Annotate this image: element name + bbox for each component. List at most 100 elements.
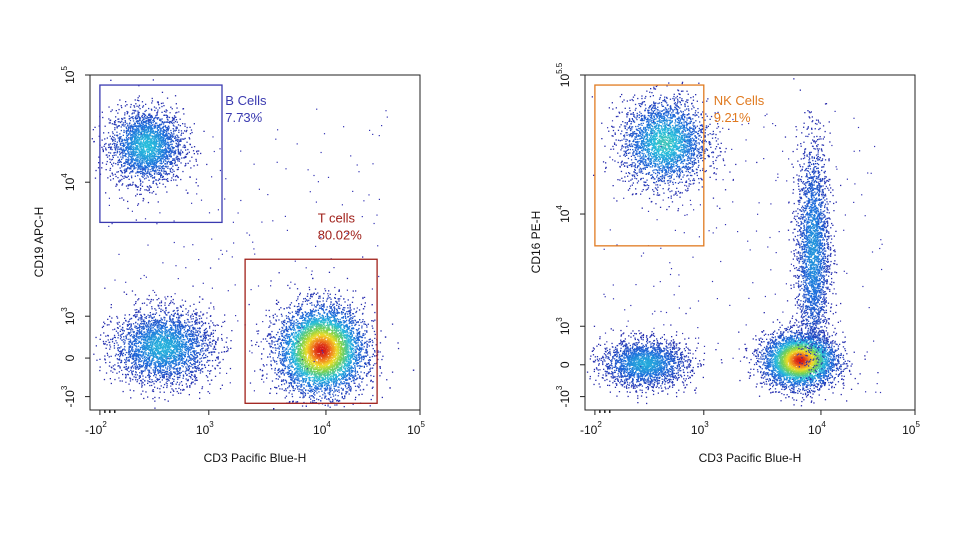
scatter-point: [143, 125, 145, 127]
scatter-point: [159, 148, 161, 150]
scatter-point: [162, 127, 164, 129]
scatter-point: [178, 139, 180, 141]
scatter-point: [162, 132, 164, 134]
scatter-point: [136, 170, 139, 172]
scatter-point: [136, 160, 139, 162]
scatter-point: [164, 144, 166, 147]
scatter-point: [313, 397, 315, 399]
scatter-point: [141, 122, 143, 124]
scatter-point: [117, 164, 119, 166]
scatter-point: [139, 179, 142, 181]
scatter-point: [168, 116, 171, 119]
scatter-point: [169, 154, 171, 156]
scatter-point: [175, 119, 178, 121]
scatter-point: [156, 101, 159, 103]
scatter-point: [146, 148, 148, 150]
scatter-point: [132, 132, 135, 134]
scatter-point: [111, 158, 114, 161]
scatter-point: [361, 339, 363, 342]
scatter-point: [124, 105, 127, 107]
scatter-point: [159, 167, 161, 169]
scatter-point: [346, 391, 349, 393]
scatter-point: [137, 132, 139, 135]
scatter-point: [123, 131, 125, 133]
scatter-point: [151, 150, 153, 152]
scatter-point: [177, 124, 180, 126]
scatter-point: [119, 152, 122, 154]
scatter-point: [167, 121, 169, 123]
scatter-point: [146, 185, 148, 188]
scatter-point: [152, 121, 154, 124]
scatter-point: [134, 146, 136, 149]
scatter-point: [166, 141, 169, 143]
scatter-point: [124, 152, 126, 155]
scatter-point: [145, 161, 148, 163]
scatter-point: [172, 128, 174, 130]
scatter-point: [152, 148, 155, 150]
scatter-point: [119, 137, 122, 140]
scatter-point: [146, 157, 148, 159]
scatter-point: [128, 142, 130, 144]
scatter-point: [143, 139, 145, 142]
scatter-point: [123, 145, 126, 147]
scatter-point: [122, 156, 124, 158]
scatter-point: [152, 169, 155, 171]
scatter-point: [147, 201, 150, 204]
scatter-point: [145, 177, 147, 179]
scatter-point: [296, 288, 299, 290]
scatter-point: [123, 129, 125, 132]
scatter-point: [147, 122, 150, 124]
scatter-point: [124, 154, 127, 156]
scatter-point: [122, 157, 124, 159]
scatter-point: [146, 166, 148, 169]
scatter-point: [359, 385, 361, 387]
scatter-point: [125, 149, 127, 151]
scatter-point: [161, 156, 163, 158]
scatter-point: [147, 155, 149, 158]
scatter-point: [284, 338, 286, 340]
scatter-point: [113, 146, 116, 148]
scatter-point: [150, 170, 152, 173]
scatter-point: [160, 155, 162, 157]
scatter-point: [156, 149, 158, 151]
scatter-point: [140, 166, 142, 168]
scatter-point: [129, 125, 131, 127]
scatter-point: [155, 151, 157, 153]
scatter-point: [145, 123, 147, 125]
scatter-point: [169, 138, 171, 140]
scatter-point: [165, 160, 167, 162]
scatter-point: [163, 156, 165, 158]
scatter-point: [149, 153, 151, 155]
scatter-point: [166, 180, 168, 182]
scatter-point: [193, 165, 195, 167]
scatter-point: [122, 183, 124, 185]
scatter-point: [141, 101, 144, 103]
scatter-point: [152, 190, 155, 193]
scatter-point: [132, 163, 135, 166]
scatter-point: [142, 122, 144, 124]
scatter-point: [146, 120, 148, 122]
scatter-point: [168, 145, 170, 147]
scatter-point: [114, 121, 116, 123]
scatter-point: [141, 116, 143, 119]
scatter-point: [158, 140, 160, 142]
scatter-point: [110, 146, 113, 148]
scatter-point: [179, 151, 181, 153]
scatter-point: [176, 121, 178, 123]
scatter-point: [131, 117, 133, 119]
scatter-point: [119, 136, 122, 138]
scatter-point: [173, 162, 176, 165]
scatter-point: [174, 159, 176, 161]
scatter-point: [136, 128, 139, 130]
scatter-point: [130, 175, 133, 177]
scatter-point: [154, 109, 156, 112]
scatter-point: [103, 145, 105, 147]
scatter-point: [165, 156, 167, 158]
scatter-point: [160, 119, 162, 121]
scatter-point: [127, 139, 129, 141]
scatter-point: [135, 140, 137, 142]
scatter-point: [362, 348, 364, 350]
scatter-point: [167, 160, 170, 162]
scatter-point: [158, 156, 160, 158]
scatter-point: [143, 134, 145, 136]
